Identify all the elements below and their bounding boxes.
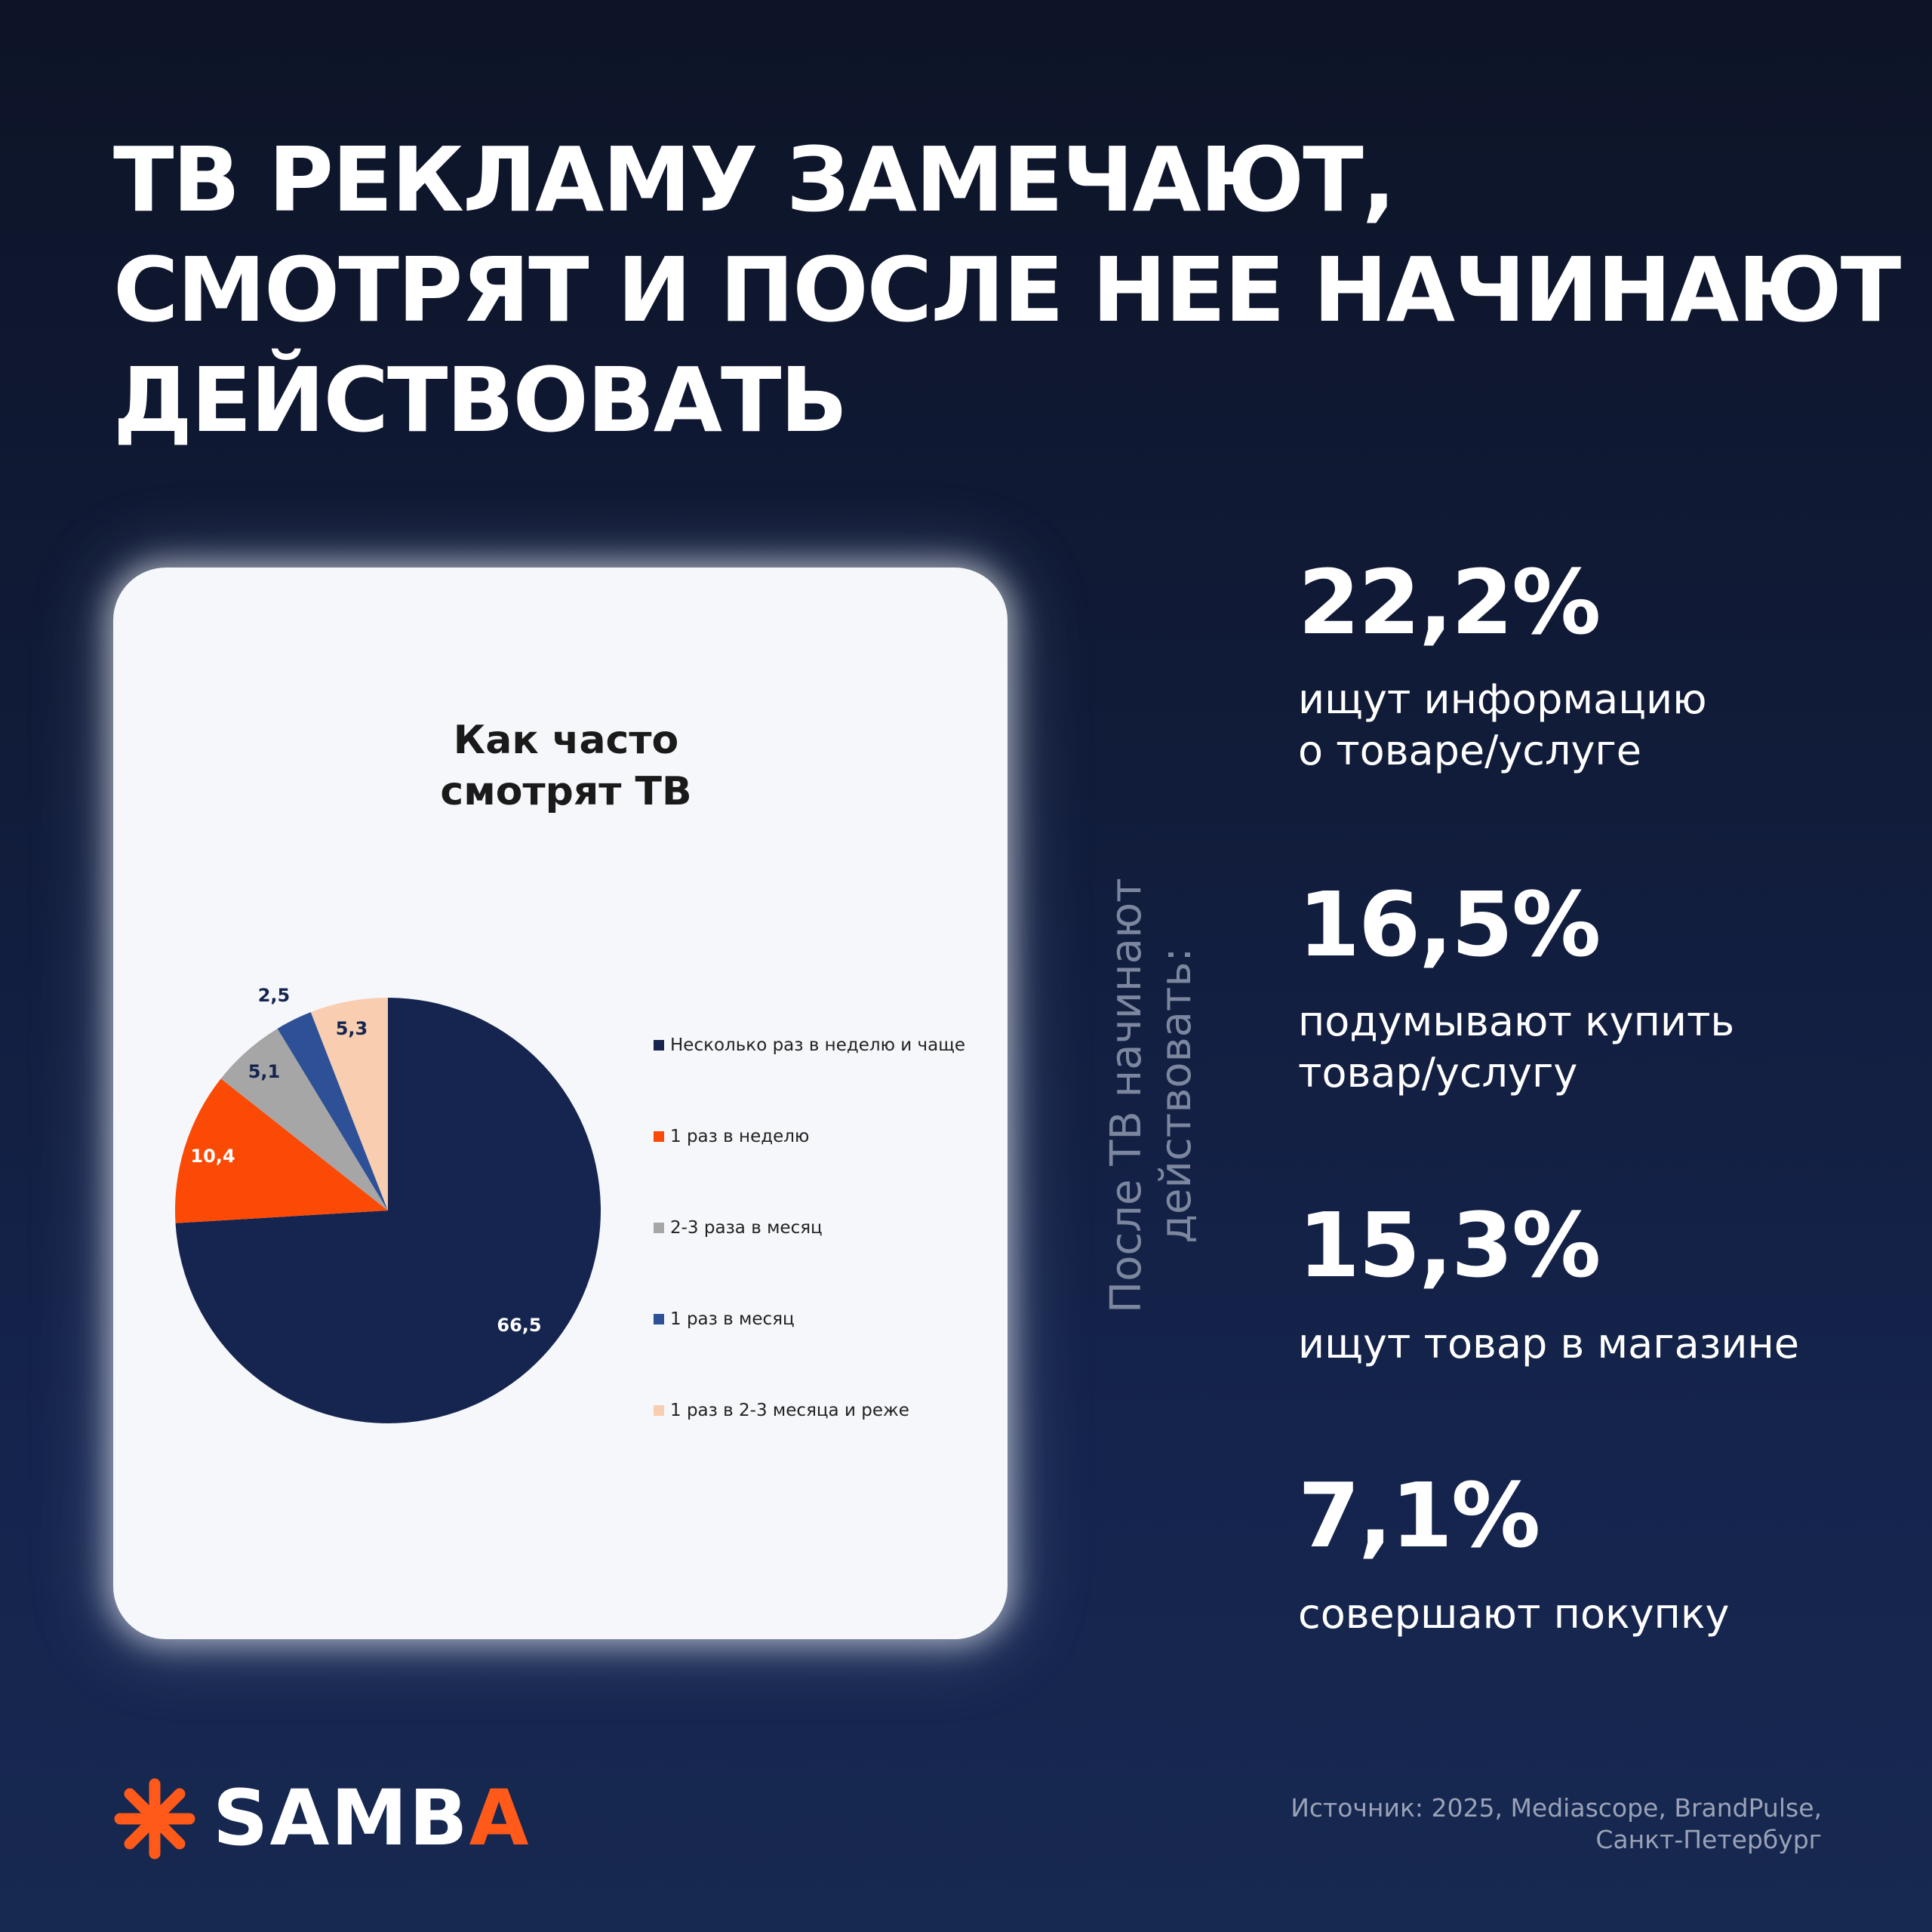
pie-data-label-3: 5,1 [248,1061,281,1082]
stat-desc-1-line-1: ищут информацию [1298,675,1707,723]
legend-swatch-1 [654,1040,664,1051]
legend-label-5: 1 раз в 2-3 месяца и реже [670,1401,909,1420]
stat-value-1: 22,2% [1298,550,1601,654]
stat-desc-2: подумывают купить товар/услугу [1298,996,1734,1099]
side-label-line-2: действовать: [1152,947,1201,1244]
source-note: Источник: 2025, Mediascope, BrandPulse, … [1291,1792,1822,1856]
side-label: После ТВ начинают действовать: [1102,878,1201,1313]
pie-slice-5 [310,998,388,1211]
legend-swatch-2 [654,1131,664,1142]
pie-slice-2 [175,1078,388,1223]
pie-data-label-4: 2,5 [258,985,291,1006]
stat-desc-4-line-1: совершают покупку [1298,1590,1730,1638]
legend-item-4: 1 раз в месяц [654,1309,795,1329]
source-line-1: Источник: 2025, Mediascope, BrandPulse, [1291,1793,1822,1823]
chart-title-line-2: смотрят ТВ [440,769,692,814]
chart-title-line-1: Как часто [453,718,679,763]
brand-name-main: SAMB [213,1774,469,1863]
legend-item-5: 1 раз в 2-3 месяца и реже [654,1401,909,1420]
chart-title: Как часто смотрят ТВ [113,715,1019,817]
stat-desc-2-line-1: подумывают купить [1298,998,1735,1045]
stat-desc-1-line-2: о товаре/услуге [1298,727,1642,774]
samba-logo: SAMBA [113,1777,531,1860]
pie-data-label-5: 5,3 [336,1018,368,1039]
stat-desc-1: ищут информацию о товаре/услуге [1298,674,1707,777]
stat-desc-4: совершают покупку [1298,1589,1729,1640]
legend-swatch-4 [654,1314,664,1324]
pie-slice-4 [277,1012,388,1211]
side-label-line-1: После ТВ начинают [1102,878,1151,1313]
headline-line-3: ДЕЙСТВОВАТЬ [113,348,848,452]
brand-name-accent: A [469,1774,531,1863]
pie-chart: 66,5 10,4 5,1 2,5 5,3 [175,985,601,1423]
stat-desc-2-line-2: товар/услугу [1298,1049,1578,1097]
legend-item-1: Несколько раз в неделю и чаще [654,1035,965,1055]
legend-label-3: 2-3 раза в месяц [670,1218,823,1238]
headline: ТВ РЕКЛАМУ ЗАМЕЧАЮТ, СМОТРЯТ И ПОСЛЕ НЕЕ… [113,125,1901,455]
legend-label-4: 1 раз в месяц [670,1309,795,1329]
pie-data-label-2: 10,4 [190,1146,235,1167]
source-line-2: Санкт-Петербург [1595,1825,1822,1854]
stat-desc-3-line-1: ищут товар в магазине [1298,1320,1800,1367]
legend-swatch-3 [654,1223,664,1233]
legend-item-3: 2-3 раза в месяц [654,1218,823,1238]
legend-item-2: 1 раз в неделю [654,1127,809,1146]
stat-value-4: 7,1% [1298,1463,1540,1567]
pie-slice-3 [220,1028,388,1211]
stat-value-2: 16,5% [1298,872,1601,977]
brand-name: SAMBA [213,1777,531,1860]
pie-slice-1 [175,998,601,1423]
chart-card: Как часто смотрят ТВ 66,5 10,4 5,1 2,5 5,3 Н… [113,568,1008,1639]
stat-value-3: 15,3% [1298,1193,1601,1297]
pie-data-label-1: 66,5 [497,1315,541,1336]
legend-label-2: 1 раз в неделю [670,1127,810,1146]
legend-swatch-5 [654,1405,664,1416]
headline-line-1: ТВ РЕКЛАМУ ЗАМЕЧАЮТ, [113,128,1396,232]
headline-line-2: СМОТРЯТ И ПОСЛЕ НЕЕ НАЧИНАЮТ [113,238,1901,342]
stat-desc-3: ищут товар в магазине [1298,1318,1799,1370]
asterisk-logo-icon [114,1778,195,1860]
legend-label-1: Несколько раз в неделю и чаще [670,1035,966,1055]
